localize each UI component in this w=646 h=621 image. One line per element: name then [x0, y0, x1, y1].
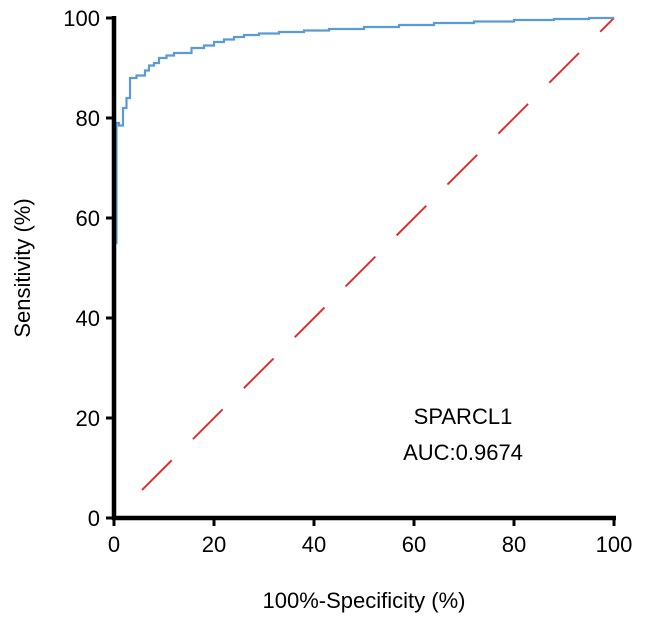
y-tick-label: 40	[76, 306, 100, 331]
annotation-auc: AUC:0.9674	[403, 440, 523, 465]
annotation-marker-name: SPARCL1	[414, 404, 513, 429]
axes-layer	[111, 16, 616, 521]
x-tick-label: 40	[302, 532, 326, 557]
x-tick-label: 80	[502, 532, 526, 557]
x-tick-label: 0	[108, 532, 120, 557]
x-tick-label: 100	[596, 532, 633, 557]
y-tick-label: 60	[76, 206, 100, 231]
roc-curve-line	[112, 16, 614, 518]
x-axis-title: 100%-Specificity (%)	[263, 588, 466, 613]
x-tick-label: 20	[202, 532, 226, 557]
reference-line-layer	[141, 17, 615, 491]
y-axis-title: Sensitivity (%)	[10, 198, 35, 337]
y-tick-label: 20	[76, 406, 100, 431]
y-tick-label: 80	[76, 106, 100, 131]
y-tick-label: 0	[88, 506, 100, 531]
reference-diagonal-line	[141, 17, 615, 491]
series-layer	[112, 16, 614, 518]
x-tick-label: 60	[402, 532, 426, 557]
ticks-layer: 0 20 40 60 80 100 0 20 40 60 80 100	[63, 6, 632, 557]
y-tick-label: 100	[63, 6, 100, 31]
